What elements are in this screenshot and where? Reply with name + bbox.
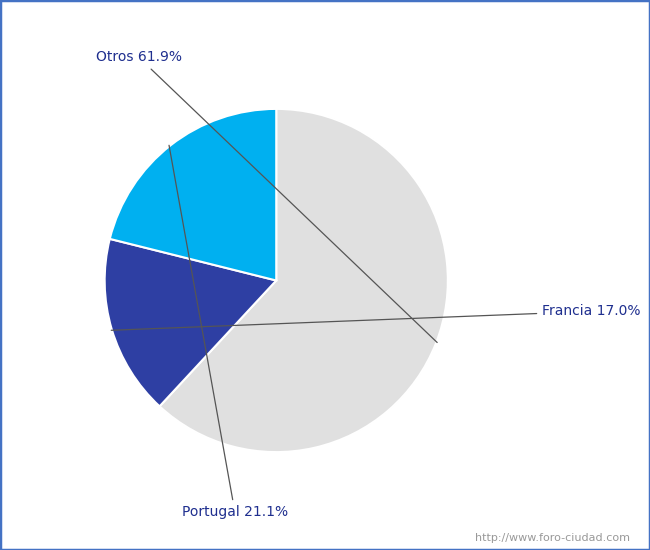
Wedge shape <box>159 109 448 452</box>
Text: Silleda - Turistas extranjeros según país - Abril de 2024: Silleda - Turistas extranjeros según paí… <box>87 12 563 28</box>
Text: Francia 17.0%: Francia 17.0% <box>111 304 641 331</box>
Wedge shape <box>110 109 276 280</box>
Wedge shape <box>105 239 276 406</box>
Text: Otros 61.9%: Otros 61.9% <box>96 51 437 343</box>
Text: Portugal 21.1%: Portugal 21.1% <box>169 145 288 519</box>
Text: http://www.foro-ciudad.com: http://www.foro-ciudad.com <box>476 534 630 543</box>
